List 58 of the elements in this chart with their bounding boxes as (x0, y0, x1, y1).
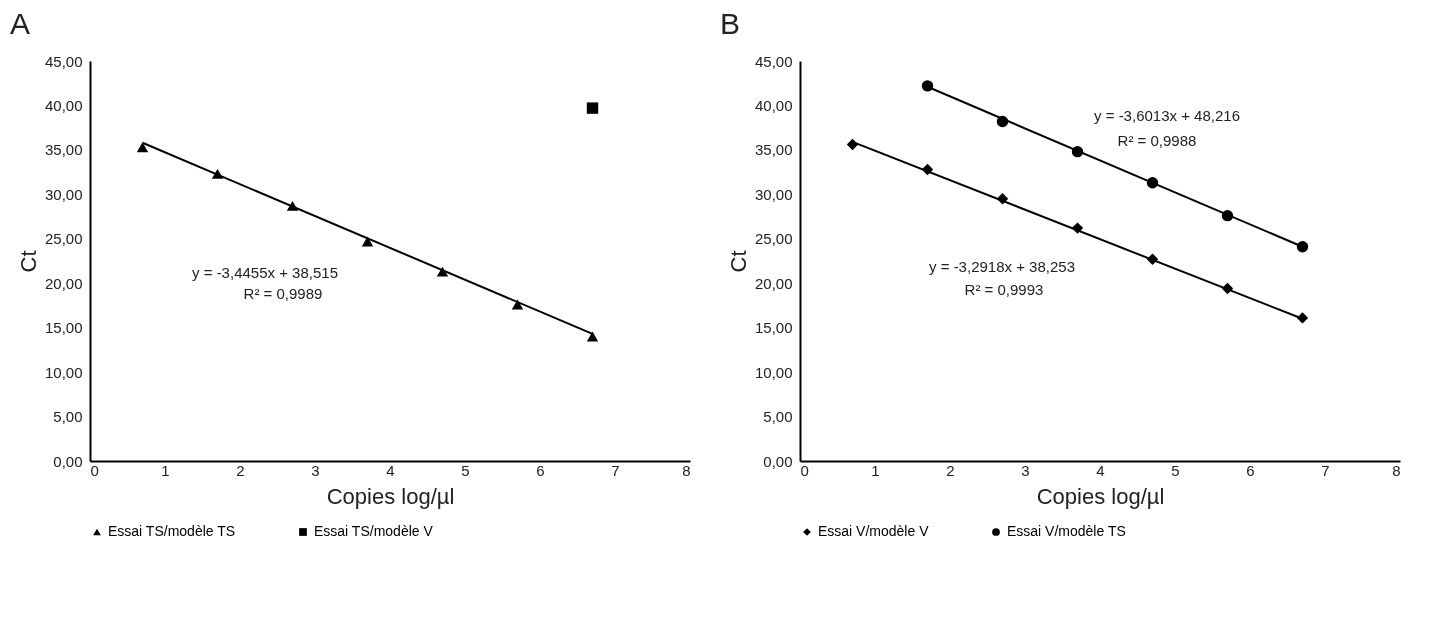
y-tick-label: 25,00 (44, 230, 83, 248)
y-tick-label: 45,00 (44, 52, 83, 70)
y-tick-label: 20,00 (44, 274, 83, 292)
x-tick-label: 6 (1246, 461, 1255, 479)
annotation: R² = 0,9989 (243, 285, 323, 302)
y-tick-label: 5,00 (53, 408, 83, 426)
annotation: R² = 0,9988 (1117, 132, 1197, 149)
chart-title: B (720, 7, 741, 40)
point (136, 142, 149, 153)
point (586, 102, 599, 114)
y-tick-label: 15,00 (44, 319, 83, 337)
y-tick-label: 30,00 (44, 185, 83, 203)
x-tick-label: 1 (161, 461, 170, 479)
x-tick-label: 8 (1392, 461, 1401, 479)
x-tick-label: 5 (1171, 461, 1180, 479)
y-tick-label: 10,00 (754, 363, 793, 381)
y-tick-label: 15,00 (754, 319, 793, 337)
y-axis-title: Ct (725, 250, 751, 273)
y-tick-label: 5,00 (763, 408, 793, 426)
point (1296, 312, 1309, 324)
legend-label: Essai V/modèle V (818, 523, 930, 539)
x-tick-label: 3 (311, 461, 320, 479)
y-tick-label: 45,00 (754, 52, 793, 70)
annotation: R² = 0,9993 (964, 281, 1044, 298)
x-tick-label: 0 (90, 461, 99, 479)
y-tick-label: 40,00 (754, 96, 793, 114)
x-tick-label: 7 (611, 461, 620, 479)
annotation: y = -3,4455x + 38,515 (192, 264, 338, 281)
y-axis-title: Ct (15, 250, 41, 273)
x-tick-label: 5 (461, 461, 470, 479)
legend-label: Essai TS/modèle TS (108, 523, 236, 539)
x-axis-title: Copies log/µl (1036, 483, 1165, 509)
y-tick-label: 10,00 (44, 363, 83, 381)
x-tick-label: 2 (236, 461, 245, 479)
x-axis-title: Copies log/µl (326, 483, 455, 509)
x-tick-label: 4 (1096, 461, 1105, 479)
y-tick-label: 40,00 (44, 96, 83, 114)
x-tick-label: 8 (682, 461, 691, 479)
y-tick-label: 20,00 (754, 274, 793, 292)
y-tick-label: 35,00 (44, 141, 83, 159)
legend-label: Essai TS/modèle V (314, 523, 434, 539)
y-tick-label: 25,00 (754, 230, 793, 248)
annotation: y = -3,6013x + 48,216 (1094, 107, 1240, 124)
x-tick-label: 2 (946, 461, 955, 479)
x-tick-label: 7 (1321, 461, 1330, 479)
annotation: y = -3,2918x + 38,253 (929, 258, 1075, 275)
x-tick-label: 3 (1021, 461, 1030, 479)
x-tick-label: 4 (386, 461, 395, 479)
legend-label: Essai V/modèle TS (1007, 523, 1126, 539)
y-tick-label: 0,00 (53, 452, 83, 470)
chart-title: A (10, 7, 31, 40)
x-tick-label: 0 (800, 461, 809, 479)
y-tick-label: 35,00 (754, 141, 793, 159)
point (436, 266, 449, 277)
y-tick-label: 30,00 (754, 185, 793, 203)
x-tick-label: 1 (871, 461, 880, 479)
y-tick-label: 0,00 (763, 452, 793, 470)
x-tick-label: 6 (536, 461, 545, 479)
